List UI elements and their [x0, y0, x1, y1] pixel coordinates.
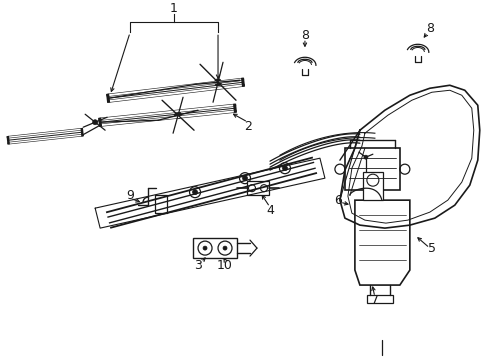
- Text: 8: 8: [300, 29, 308, 42]
- Text: 5: 5: [427, 242, 435, 255]
- Bar: [246, 181, 268, 195]
- Circle shape: [242, 176, 247, 181]
- Text: 1: 1: [170, 2, 178, 15]
- Text: 7: 7: [370, 293, 378, 307]
- Text: 8: 8: [425, 22, 433, 35]
- Text: 3: 3: [194, 258, 202, 271]
- Circle shape: [192, 190, 197, 195]
- Circle shape: [223, 246, 226, 250]
- Text: 10: 10: [217, 258, 232, 271]
- Circle shape: [203, 246, 206, 250]
- Circle shape: [214, 79, 221, 86]
- Bar: [193, 238, 237, 258]
- Polygon shape: [354, 200, 409, 285]
- Text: 6: 6: [333, 194, 341, 207]
- Text: 9: 9: [126, 189, 134, 202]
- Bar: [362, 172, 382, 200]
- Bar: [344, 148, 399, 190]
- Circle shape: [363, 155, 367, 159]
- Circle shape: [282, 166, 287, 171]
- Circle shape: [92, 120, 98, 125]
- Text: 4: 4: [265, 204, 273, 217]
- Circle shape: [174, 112, 181, 119]
- Bar: [366, 295, 392, 303]
- Text: 2: 2: [244, 120, 251, 133]
